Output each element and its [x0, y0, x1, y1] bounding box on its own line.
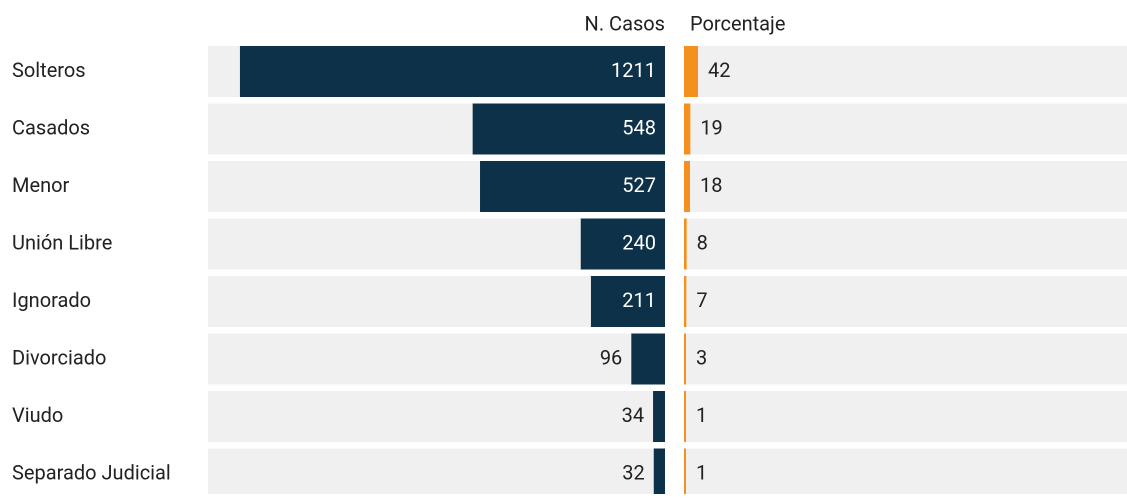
value-label: 240 [622, 230, 656, 254]
value-label: 8 [697, 230, 708, 254]
value-label: 3 [696, 345, 707, 369]
row-background [208, 391, 665, 442]
row-label: Divorciado [12, 345, 106, 369]
column-header: Porcentaje [690, 11, 785, 35]
value-label: 1211 [611, 58, 656, 82]
value-label: 42 [708, 58, 730, 82]
row-label: Separado Judicial [12, 460, 171, 484]
row-background [684, 391, 1127, 442]
row-background [208, 276, 665, 327]
row-label: Menor [12, 173, 70, 197]
value-label: 548 [622, 115, 656, 139]
bar [684, 46, 698, 97]
bar [684, 448, 686, 498]
row-background [684, 333, 1127, 385]
value-label: 19 [700, 115, 722, 139]
row-background [208, 333, 665, 385]
row-background [684, 46, 1127, 97]
bar [684, 218, 687, 270]
bar [653, 448, 665, 498]
row-label: Casados [12, 115, 90, 139]
bar [684, 161, 690, 212]
bar [480, 161, 665, 212]
value-label: 34 [622, 403, 644, 427]
value-label: 211 [622, 288, 656, 312]
bar [684, 391, 686, 442]
bar [239, 46, 665, 97]
row-label: Ignorado [12, 288, 91, 312]
row-label: Unión Libre [12, 230, 112, 254]
bar [590, 276, 665, 327]
bar [580, 218, 665, 270]
row-label: Viudo [12, 403, 63, 427]
row-background [684, 218, 1127, 270]
value-label: 527 [622, 173, 656, 197]
row-background [208, 448, 665, 498]
bar [684, 333, 686, 385]
bar [653, 391, 665, 442]
bar [472, 103, 665, 155]
row-background [684, 276, 1127, 327]
bar [631, 333, 665, 385]
column-header: N. Casos [585, 11, 665, 35]
bar [684, 103, 691, 155]
bar [684, 276, 687, 327]
value-label: 1 [696, 403, 707, 427]
value-label: 7 [696, 288, 707, 312]
value-label: 96 [600, 345, 622, 369]
row-background [684, 103, 1127, 155]
value-label: 1 [696, 460, 707, 484]
value-label: 32 [622, 460, 644, 484]
row-background [684, 161, 1127, 212]
row-label: Solteros [12, 58, 86, 82]
value-label: 18 [700, 173, 722, 197]
row-background [684, 448, 1127, 498]
